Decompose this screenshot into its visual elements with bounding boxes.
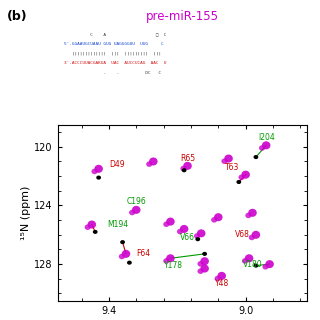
Text: -    -          DC   C: - - DC C [64, 71, 161, 75]
Ellipse shape [236, 180, 241, 184]
Ellipse shape [202, 252, 207, 256]
Text: V180: V180 [243, 260, 262, 268]
Ellipse shape [132, 206, 140, 214]
Ellipse shape [120, 240, 125, 244]
Ellipse shape [224, 155, 233, 163]
Text: V68: V68 [235, 230, 250, 239]
Ellipse shape [259, 145, 265, 151]
Ellipse shape [248, 209, 257, 217]
Ellipse shape [197, 261, 204, 267]
Text: 3'-ACCCUUACGAKUA  UAC  AUCCUCAG  AAC  U: 3'-ACCCUUACGAKUA UAC AUCCUCAG AAC U [64, 61, 166, 65]
Text: T63: T63 [225, 163, 239, 172]
Ellipse shape [180, 225, 188, 233]
Ellipse shape [166, 218, 175, 226]
Ellipse shape [182, 168, 187, 172]
Text: (b): (b) [6, 10, 27, 23]
Text: F64: F64 [136, 249, 150, 258]
Ellipse shape [163, 221, 169, 227]
Ellipse shape [242, 258, 248, 264]
Ellipse shape [84, 224, 91, 230]
Text: V66: V66 [180, 233, 195, 242]
Y-axis label: ¹⁵N (ppm): ¹⁵N (ppm) [21, 186, 31, 240]
Ellipse shape [214, 276, 221, 281]
Text: C    A                   □  C: C A □ C [64, 32, 166, 36]
Text: D49: D49 [110, 160, 125, 169]
Ellipse shape [92, 169, 98, 174]
Ellipse shape [200, 257, 209, 265]
Ellipse shape [163, 258, 169, 264]
Ellipse shape [197, 268, 204, 274]
Ellipse shape [166, 254, 175, 262]
Ellipse shape [94, 165, 103, 173]
Text: I204: I204 [258, 133, 275, 142]
Ellipse shape [119, 254, 125, 259]
Text: R65: R65 [180, 154, 195, 163]
Ellipse shape [252, 231, 260, 239]
Ellipse shape [87, 220, 96, 228]
Ellipse shape [194, 233, 200, 239]
Ellipse shape [245, 213, 252, 218]
Ellipse shape [238, 174, 244, 180]
Ellipse shape [211, 217, 217, 223]
Text: Y178: Y178 [164, 261, 183, 270]
Ellipse shape [253, 264, 258, 268]
Ellipse shape [200, 265, 209, 273]
Ellipse shape [122, 250, 130, 258]
Ellipse shape [265, 260, 274, 268]
Text: C196: C196 [126, 197, 146, 206]
Ellipse shape [262, 264, 268, 269]
Text: pre-miR-155: pre-miR-155 [146, 10, 219, 23]
Ellipse shape [262, 141, 270, 149]
Ellipse shape [196, 237, 200, 241]
Ellipse shape [197, 229, 205, 237]
Ellipse shape [221, 158, 228, 164]
Ellipse shape [129, 210, 135, 215]
Text: 5'-GGAAUGCUAAU GUG UAGGGGUU  UUG     C: 5'-GGAAUGCUAAU GUG UAGGGGUU UUG C [64, 42, 164, 46]
Ellipse shape [241, 171, 250, 179]
Ellipse shape [96, 176, 101, 180]
Ellipse shape [146, 161, 152, 167]
Ellipse shape [149, 157, 158, 165]
Ellipse shape [214, 213, 223, 221]
Ellipse shape [180, 166, 187, 171]
Ellipse shape [253, 155, 258, 159]
Ellipse shape [93, 230, 98, 234]
Ellipse shape [127, 260, 132, 265]
Text: |||||||||||||  |||  |||||||||  |||: ||||||||||||| ||| ||||||||| ||| [64, 52, 161, 55]
Ellipse shape [218, 272, 226, 280]
Text: M194: M194 [107, 220, 128, 229]
Ellipse shape [249, 235, 255, 240]
Ellipse shape [245, 254, 253, 262]
Text: Y48: Y48 [215, 279, 229, 288]
Ellipse shape [177, 229, 183, 234]
Ellipse shape [183, 162, 192, 170]
